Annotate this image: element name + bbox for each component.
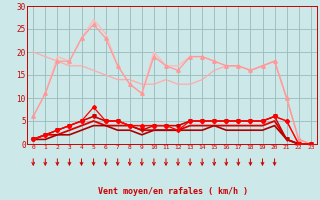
Text: Vent moyen/en rafales ( km/h ): Vent moyen/en rafales ( km/h ) [98, 187, 248, 196]
